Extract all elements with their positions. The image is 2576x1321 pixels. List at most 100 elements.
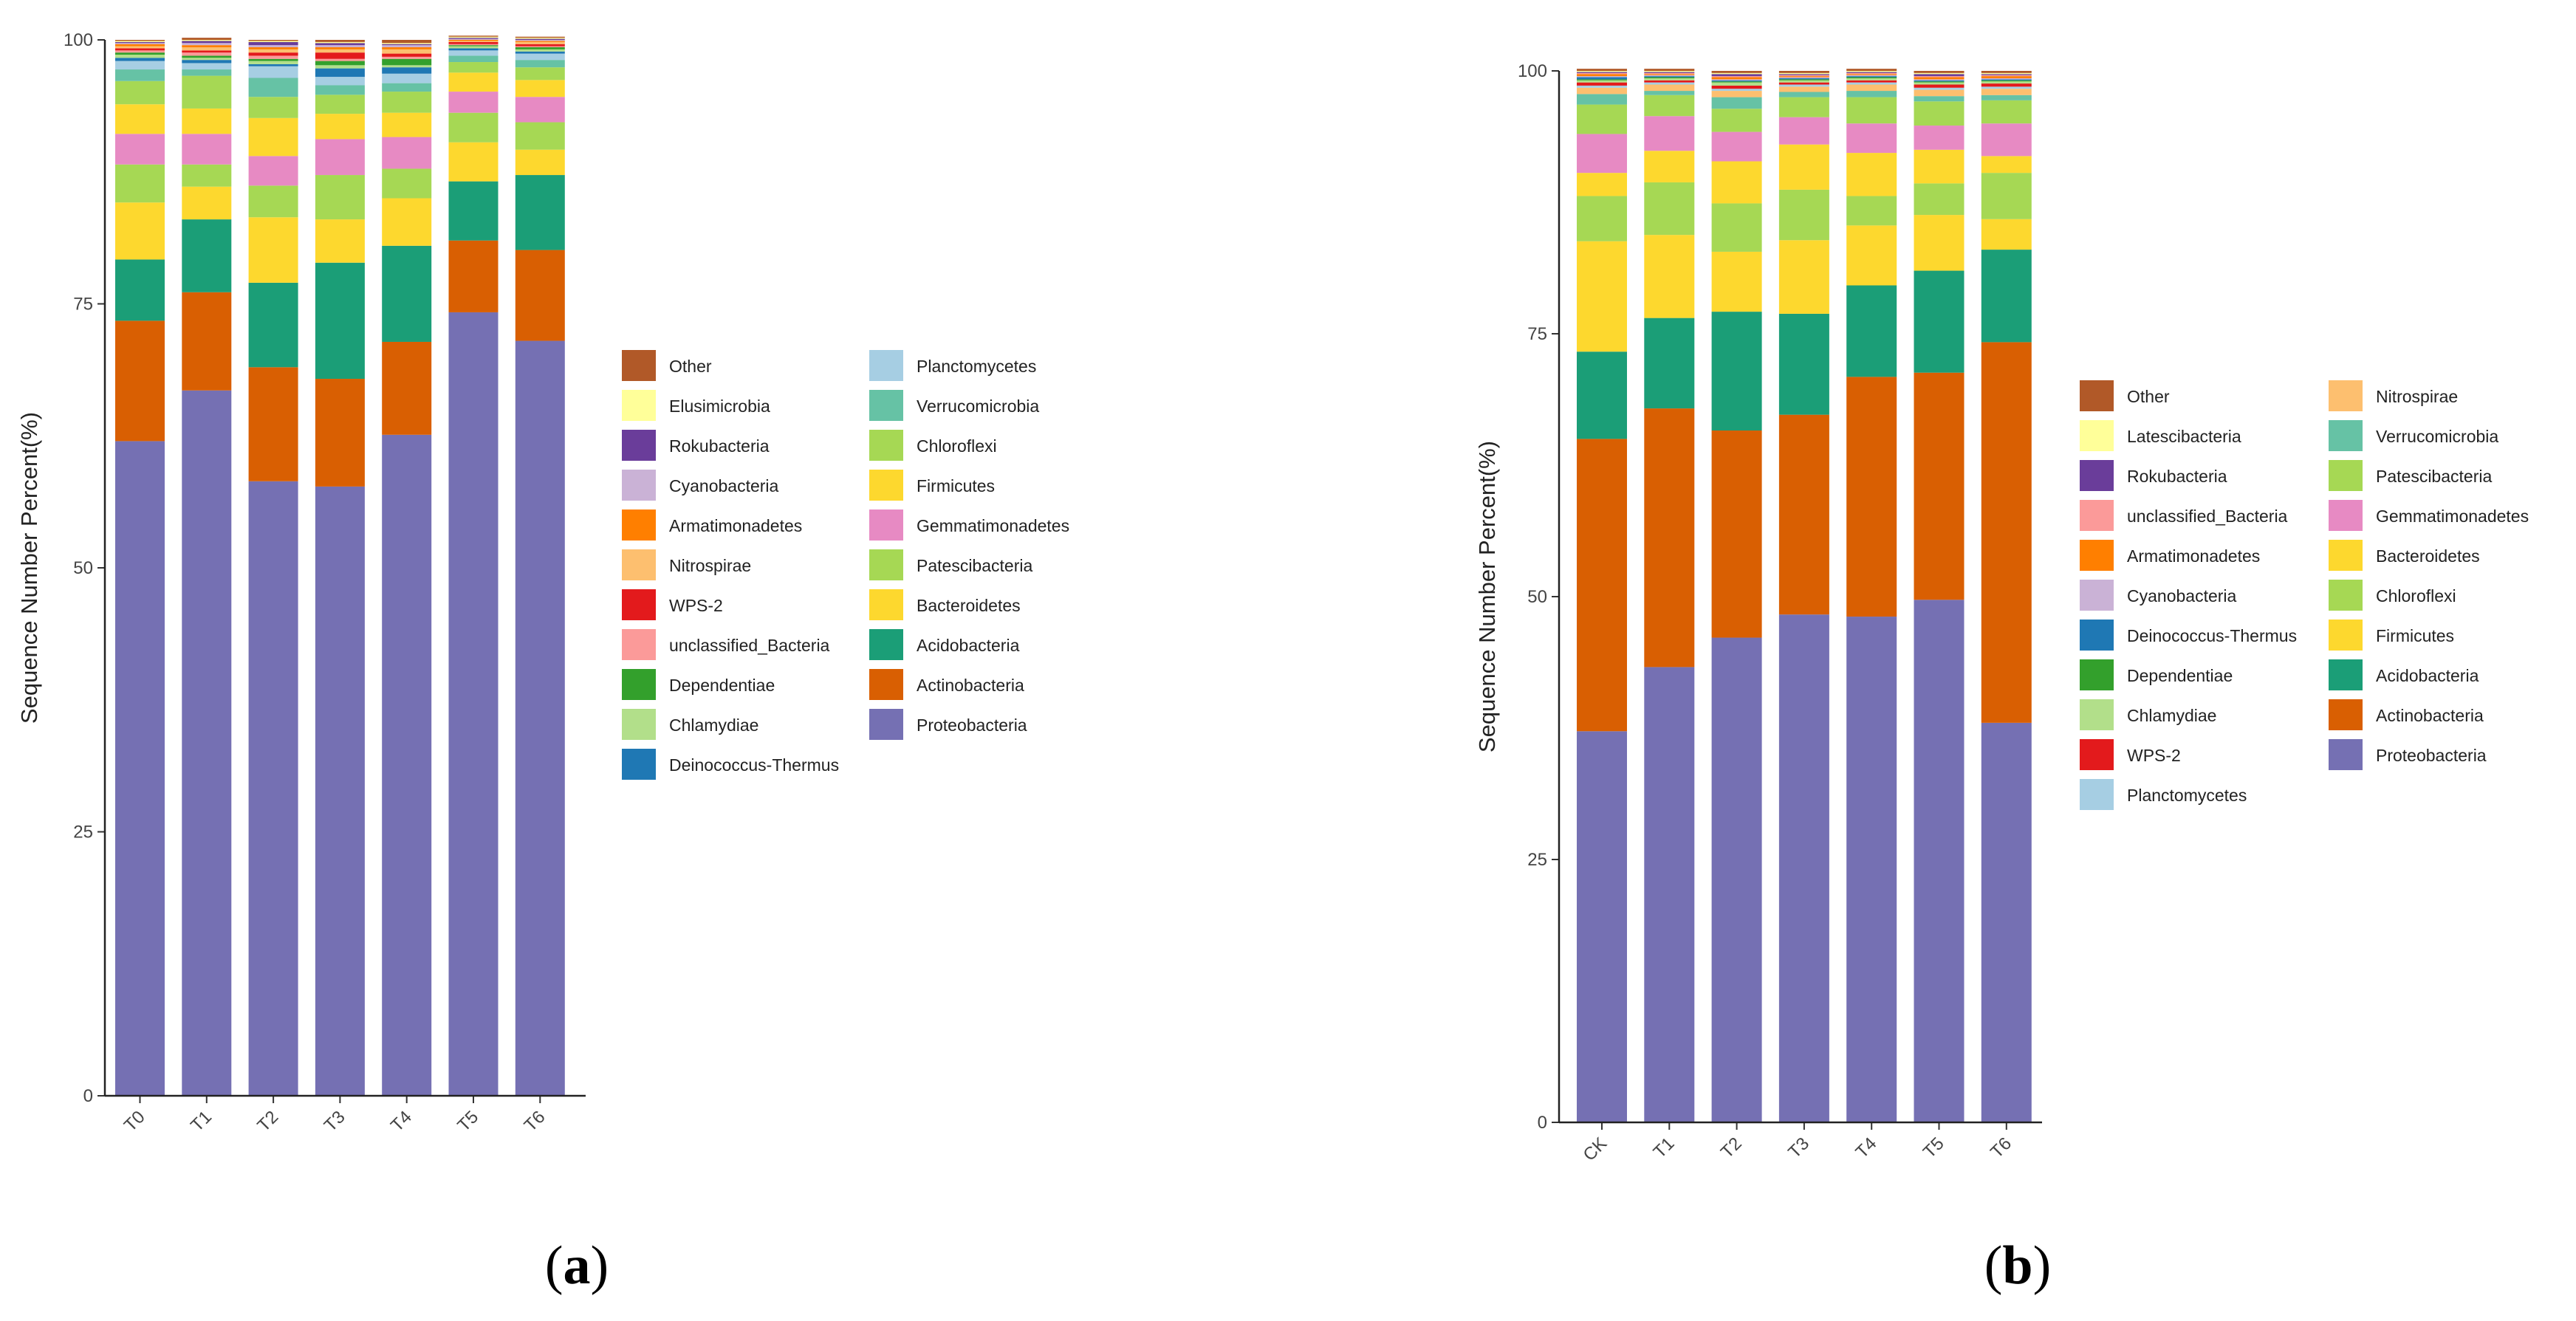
chart-a-bar-t6-proteobacteria bbox=[515, 340, 565, 1096]
chart-b-legend-swatch-nitrospirae bbox=[2329, 380, 2363, 411]
chart-a-bar-t1-chlamydiae bbox=[182, 58, 232, 61]
chart-b-bar-t2-dependentiae bbox=[1711, 81, 1762, 83]
chart-b-bar-ck-chloroflexi bbox=[1577, 196, 1627, 241]
chart-b-bar-t6-verrucomicrobia bbox=[1981, 95, 2032, 100]
chart-a-bar-t3-firmicutes bbox=[315, 114, 365, 140]
chart-b-legend-swatch-cyanobacteria bbox=[2080, 580, 2114, 611]
chart-a-bar-t5-proteobacteria bbox=[448, 312, 499, 1097]
chart-a-bar-t4-actinobacteria bbox=[382, 341, 432, 435]
chart-b-bar-t4-acidobacteria bbox=[1846, 285, 1897, 377]
chart-b-bar-t4-verrucomicrobia bbox=[1846, 91, 1897, 97]
chart-a-bar-t3-proteobacteria bbox=[315, 486, 365, 1096]
chart-b-bar-t5-actinobacteria bbox=[1914, 372, 1964, 600]
chart-b-bar-ck-latescibacteria bbox=[1577, 71, 1627, 72]
chart-b-bar-t1-other bbox=[1644, 69, 1695, 71]
chart-a-bar-t6-wps-2 bbox=[515, 44, 565, 47]
chart-a-bar-t6-planctomycetes bbox=[515, 53, 565, 61]
chart-b-bar-t1-gemmatimonadetes bbox=[1644, 116, 1695, 151]
chart-b-bar-t4-wps-2 bbox=[1846, 80, 1897, 83]
chart-a-legend-swatch-elusimicrobia bbox=[622, 390, 656, 421]
chart-a-bar-t3-bacteroidetes bbox=[315, 219, 365, 263]
chart-a-legend-label-elusimicrobia: Elusimicrobia bbox=[669, 397, 770, 416]
chart-a-bar-t2-planctomycetes bbox=[248, 66, 298, 78]
chart-b-bar-t3-proteobacteria bbox=[1778, 614, 1829, 1122]
chart-a-bar-t6-rokubacteria bbox=[515, 38, 565, 40]
chart-a-legend-swatch-unclassified-bacteria bbox=[622, 629, 656, 660]
chart-a-panel-label: (a) bbox=[545, 1235, 609, 1296]
chart-a-bar-t3-acidobacteria bbox=[315, 262, 365, 380]
chart-a-bar-t5-elusimicrobia bbox=[448, 36, 499, 38]
chart-b-bar-ck-patescibacteria bbox=[1577, 104, 1627, 134]
chart-b-bar-t5-deinococcus-thermus bbox=[1914, 80, 1964, 82]
chart-b-panel-label: (b) bbox=[1984, 1235, 2051, 1296]
chart-a-bar-t3-patescibacteria bbox=[315, 175, 365, 220]
chart-a-bar-t0-cyanobacteria bbox=[115, 43, 165, 44]
chart-a-bar-t3-deinococcus-thermus bbox=[315, 68, 365, 78]
chart-a-bar-t3-unclassified-bacteria bbox=[315, 58, 365, 61]
chart-b-bar-t4-firmicutes bbox=[1846, 225, 1897, 286]
chart-a-bar-t3-dependentiae bbox=[315, 61, 365, 66]
chart-a-legend-swatch-nitrospirae bbox=[622, 549, 656, 580]
chart-a-bar-t6-acidobacteria bbox=[515, 175, 565, 250]
chart-a-legend-swatch-proteobacteria bbox=[869, 709, 903, 740]
chart-b-bar-t4-armatimonadetes bbox=[1846, 74, 1897, 75]
chart-a-legend-label-acidobacteria: Acidobacteria bbox=[917, 636, 1020, 655]
chart-a-bar-t1-dependentiae bbox=[182, 55, 232, 58]
chart-b-bar-ck-firmicutes bbox=[1577, 241, 1627, 352]
chart-a-bar-t0-wps-2 bbox=[115, 48, 165, 51]
chart-a-legend-label-planctomycetes: Planctomycetes bbox=[917, 357, 1036, 376]
chart-b-bar-t2-gemmatimonadetes bbox=[1711, 131, 1762, 162]
chart-b-bar-t2-bacteroidetes bbox=[1711, 161, 1762, 204]
chart-b-bar-ck-unclassified-bacteria bbox=[1577, 72, 1627, 75]
chart-a-bar-t5-cyanobacteria bbox=[448, 38, 499, 40]
chart-a-bar-t1-rokubacteria bbox=[182, 41, 232, 44]
chart-b-legend-swatch-firmicutes bbox=[2329, 620, 2363, 651]
chart-b-legend-label-gemmatimonadetes: Gemmatimonadetes bbox=[2376, 507, 2529, 526]
chart-b-legend-label-acidobacteria: Acidobacteria bbox=[2376, 666, 2479, 685]
chart-a-legend-swatch-bacteroidetes bbox=[869, 589, 903, 620]
chart-a-bar-t4-chlamydiae bbox=[382, 65, 432, 68]
chart-a-bar-t5-armatimonadetes bbox=[448, 40, 499, 41]
chart-a-bar-t0-deinococcus-thermus bbox=[115, 58, 165, 61]
chart-a-legend-label-actinobacteria: Actinobacteria bbox=[917, 676, 1024, 695]
chart-a-x-tick-t6: T6 bbox=[521, 1107, 549, 1136]
chart-a-bar-t1-patescibacteria bbox=[182, 164, 232, 187]
chart-a-legend-swatch-planctomycetes bbox=[869, 350, 903, 381]
chart-a-legend-label-unclassified-bacteria: unclassified_Bacteria bbox=[669, 636, 830, 655]
chart-b-bar-t3-firmicutes bbox=[1778, 240, 1829, 314]
chart-b-bar-t1-chloroflexi bbox=[1644, 182, 1695, 236]
chart-b-bar-t1-cyanobacteria bbox=[1644, 75, 1695, 77]
chart-b-legend-label-dependentiae: Dependentiae bbox=[2127, 666, 2233, 685]
chart-b-legend-label-bacteroidetes: Bacteroidetes bbox=[2376, 546, 2480, 566]
chart-a-bar-t5-patescibacteria bbox=[448, 112, 499, 143]
chart-a-bar-t4-unclassified-bacteria bbox=[382, 56, 432, 59]
chart-b-bar-ck-chlamydiae bbox=[1577, 80, 1627, 83]
chart-b-bar-t2-chlamydiae bbox=[1711, 82, 1762, 86]
chart-a-bar-t6-gemmatimonadetes bbox=[515, 97, 565, 123]
chart-b-y-axis-label: Sequence Number Percent(%) bbox=[1474, 441, 1500, 752]
chart-b-bar-t2-armatimonadetes bbox=[1711, 77, 1762, 80]
chart-a-bar-t4-wps-2 bbox=[382, 53, 432, 57]
chart-a-bar-t0-dependentiae bbox=[115, 52, 165, 55]
chart-b-bar-t3-unclassified-bacteria bbox=[1778, 75, 1829, 77]
chart-a-legend-label-other: Other bbox=[669, 357, 712, 376]
chart-a-bar-t0-bacteroidetes bbox=[115, 202, 165, 260]
chart-a-legend-swatch-patescibacteria bbox=[869, 549, 903, 580]
chart-b-bar-ck-cyanobacteria bbox=[1577, 76, 1627, 78]
chart-b-legend-swatch-proteobacteria bbox=[2329, 739, 2363, 770]
chart-a-bar-t3-verrucomicrobia bbox=[315, 85, 365, 95]
chart-b-legend-label-verrucomicrobia: Verrucomicrobia bbox=[2376, 427, 2498, 446]
chart-b-bar-t1-chlamydiae bbox=[1644, 78, 1695, 80]
chart-b-legend-label-nitrospirae: Nitrospirae bbox=[2376, 387, 2458, 406]
chart-b-bar-ck-wps-2 bbox=[1577, 82, 1627, 86]
chart-b-bar-ck-other bbox=[1577, 69, 1627, 71]
chart-b-legend-label-firmicutes: Firmicutes bbox=[2376, 626, 2454, 645]
chart-b-bar-t3-latescibacteria bbox=[1778, 72, 1829, 75]
chart-a-legend: Other Elusimicrobia Rokubacteria Cyanobacte… bbox=[622, 350, 1069, 780]
chart-a-bar-t0-nitrospirae bbox=[115, 46, 165, 49]
chart-a-bar-t4-bacteroidetes bbox=[382, 198, 432, 246]
chart-b-bar-t6-chlamydiae bbox=[1981, 81, 2032, 84]
chart-a-bar-t5-gemmatimonadetes bbox=[448, 92, 499, 113]
chart-a-bar-t2-chloroflexi bbox=[248, 97, 298, 118]
chart-b-bar-t1-latescibacteria bbox=[1644, 71, 1695, 72]
